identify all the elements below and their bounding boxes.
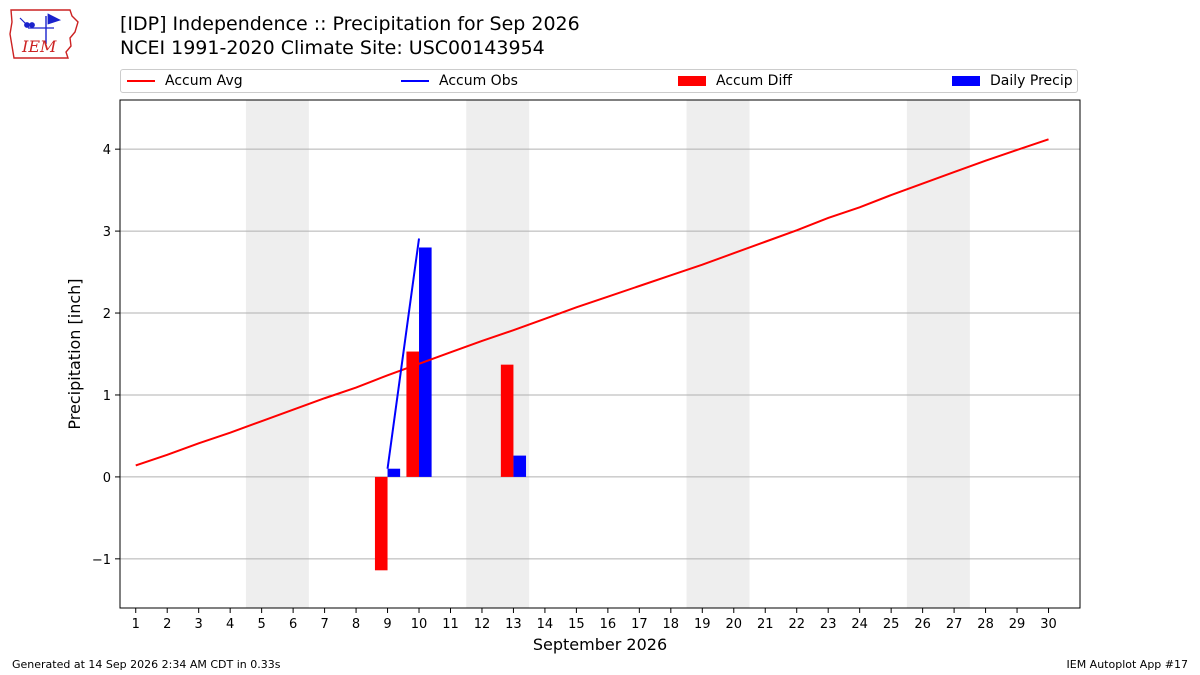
x-tick-label: 16 xyxy=(600,617,617,632)
weekend-band xyxy=(466,100,530,608)
x-tick-label: 17 xyxy=(631,617,648,632)
y-tick-label: 1 xyxy=(103,389,111,404)
y-tick-label: 4 xyxy=(103,143,111,158)
grid-lines xyxy=(120,148,1080,560)
x-tick-label: 19 xyxy=(694,617,711,632)
daily-precip-bar xyxy=(387,468,401,477)
weekend-band xyxy=(245,100,309,608)
legend-label: Accum Avg xyxy=(165,73,243,89)
x-tick-label: 25 xyxy=(883,617,900,632)
x-tick-label: 5 xyxy=(257,617,265,632)
x-tick-label: 20 xyxy=(725,617,742,632)
x-axis-ticks: 1 2 3 4 5 6 7 8 9 10 11 12 13 14 15 16 17 18 19 20 21 22 23 24 2… xyxy=(132,608,1057,632)
y-tick-label: 0 xyxy=(103,471,111,486)
accum-obs-line xyxy=(386,238,421,469)
plot-frame xyxy=(119,99,1081,609)
x-tick-label: 21 xyxy=(757,617,774,632)
weekend-bands xyxy=(245,100,970,608)
iowa-outline-icon xyxy=(9,9,79,59)
daily-precip-bar xyxy=(419,247,432,477)
legend-label: Accum Diff xyxy=(716,73,793,89)
x-tick-label: 29 xyxy=(1009,617,1026,632)
chart-title: [IDP] Independence :: Precipitation for … xyxy=(120,13,580,35)
x-tick-label: 4 xyxy=(226,617,234,632)
x-tick-label: 15 xyxy=(568,617,585,632)
x-tick-label: 13 xyxy=(505,617,522,632)
daily-precip-bar xyxy=(513,455,527,477)
app-id: IEM Autoplot App #17 xyxy=(1066,658,1189,671)
x-tick-label: 7 xyxy=(320,617,328,632)
x-tick-label: 27 xyxy=(946,617,963,632)
weekend-band xyxy=(906,100,970,608)
x-tick-label: 26 xyxy=(914,617,931,632)
y-axis-ticks: −1 0 1 2 3 4 xyxy=(92,143,120,568)
x-tick-label: 10 xyxy=(411,617,428,632)
accum-avg-line xyxy=(135,138,1049,467)
x-tick-label: 24 xyxy=(851,617,868,632)
x-tick-label: 3 xyxy=(195,617,203,632)
legend-swatch xyxy=(678,76,706,86)
iem-logo: IEM xyxy=(9,9,79,59)
chart-legend: Accum Avg Accum Obs Accum Diff Daily Pre… xyxy=(120,69,1078,93)
legend-swatch xyxy=(401,80,429,82)
accum-diff-bar xyxy=(500,364,514,477)
x-tick-label: 14 xyxy=(537,617,554,632)
logo-text: IEM xyxy=(21,37,57,56)
bar-series xyxy=(374,247,527,571)
x-tick-label: 8 xyxy=(352,617,360,632)
weather-station-icon xyxy=(19,13,62,44)
accum-diff-bar xyxy=(406,351,420,477)
x-tick-label: 2 xyxy=(163,617,171,632)
legend-label: Accum Obs xyxy=(439,73,518,89)
x-tick-label: 22 xyxy=(788,617,805,632)
legend-item-accum-obs: Accum Obs xyxy=(401,73,518,89)
y-axis-label: Precipitation [inch] xyxy=(65,278,84,429)
x-tick-label: 9 xyxy=(383,617,391,632)
legend-item-daily-precip: Daily Precip xyxy=(952,73,1073,89)
legend-label: Daily Precip xyxy=(990,73,1073,89)
y-tick-label: 2 xyxy=(103,307,111,322)
x-axis-label: September 2026 xyxy=(533,635,667,654)
legend-item-accum-diff: Accum Diff xyxy=(678,73,792,89)
legend-item-accum-avg: Accum Avg xyxy=(127,73,243,89)
x-tick-label: 6 xyxy=(289,617,297,632)
y-tick-label: 3 xyxy=(103,225,111,240)
x-tick-label: 28 xyxy=(977,617,994,632)
legend-swatch xyxy=(127,80,155,82)
x-tick-label: 18 xyxy=(663,617,680,632)
y-tick-label: −1 xyxy=(92,553,111,568)
generated-timestamp: Generated at 14 Sep 2026 2:34 AM CDT in … xyxy=(12,658,281,671)
x-tick-label: 30 xyxy=(1040,617,1057,632)
x-tick-label: 23 xyxy=(820,617,837,632)
chart-subtitle: NCEI 1991-2020 Climate Site: USC00143954 xyxy=(120,37,545,59)
x-tick-label: 12 xyxy=(474,617,491,632)
accum-diff-bar xyxy=(374,476,388,571)
x-tick-label: 11 xyxy=(442,617,459,632)
weekend-band xyxy=(686,100,750,608)
line-series xyxy=(135,138,1049,469)
legend-swatch xyxy=(952,76,980,86)
x-tick-label: 1 xyxy=(132,617,140,632)
